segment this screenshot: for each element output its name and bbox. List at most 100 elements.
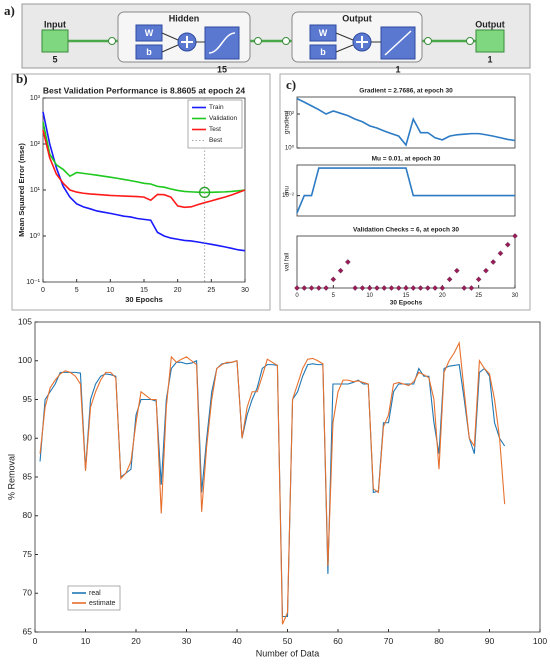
- x-axis-label: 30 Epochs: [390, 300, 423, 307]
- legend-label: real: [89, 590, 101, 597]
- legend-label: Validation: [209, 115, 237, 122]
- x-tick-label: 10: [106, 287, 114, 294]
- x-tick-label: 20: [439, 293, 446, 299]
- y-axis-label: % Removal: [6, 454, 16, 500]
- chart-title: Best Validation Performance is 8.8605 at…: [43, 85, 245, 95]
- point: [490, 259, 497, 265]
- point: [323, 285, 329, 291]
- plot-area: [34, 321, 541, 633]
- output-block: [475, 29, 505, 53]
- point: [504, 241, 511, 248]
- point: [454, 267, 460, 274]
- chart-title: Mu = 0.01, at epoch 30: [372, 156, 441, 163]
- linear-block: [380, 26, 416, 60]
- point: [301, 285, 308, 291]
- point: [374, 285, 380, 291]
- input-size: 5: [52, 54, 57, 64]
- y-tick-label: 100: [18, 355, 32, 365]
- x-tick-label: 0: [295, 293, 299, 299]
- best-point: [198, 186, 211, 199]
- y-tick-label: 85: [23, 471, 33, 481]
- y-tick-label: 10²: [30, 141, 41, 148]
- x-tick-label: 40: [232, 636, 242, 646]
- x-tick-label: 0: [33, 636, 38, 646]
- line: [42, 111, 246, 252]
- point: [359, 285, 366, 291]
- line: [296, 167, 515, 214]
- point: [337, 267, 344, 274]
- x-tick-label: 15: [403, 293, 410, 299]
- y-tick-label: 75: [23, 549, 33, 559]
- hidden-title: Hidden: [169, 13, 200, 23]
- y-tick-label: 105: [18, 316, 32, 326]
- point: [294, 285, 300, 291]
- x-tick-label: 30: [241, 287, 249, 294]
- y-axis-label: val fail: [284, 252, 291, 271]
- x-tick-label: 70: [384, 636, 394, 646]
- x-tick-label: 25: [475, 293, 482, 299]
- chart-title: Gradient = 2.7686, at epoch 30: [359, 88, 453, 95]
- legend: [67, 585, 121, 611]
- line: [42, 129, 246, 209]
- point: [388, 285, 395, 291]
- point: [308, 285, 315, 291]
- plot-area: [296, 235, 516, 289]
- x-tick-label: 80: [434, 636, 444, 646]
- sum-node: [177, 32, 197, 52]
- x-tick-label: 60: [333, 636, 343, 646]
- y-tick-label: 10²: [285, 112, 294, 118]
- weight-label: W: [145, 28, 154, 38]
- x-axis-label: Number of Data: [256, 648, 320, 658]
- y-tick-label: 10¹: [30, 187, 41, 194]
- line: [296, 97, 516, 147]
- connectors: [108, 37, 474, 45]
- input-block: [41, 29, 69, 53]
- y-tick-label: 65: [23, 626, 33, 636]
- point: [446, 276, 453, 283]
- output-size: 1: [487, 54, 492, 64]
- bias-label: b: [320, 47, 326, 57]
- hidden-arrows: [161, 32, 205, 53]
- output-arrows: [335, 32, 381, 53]
- input-label: Input: [44, 19, 66, 29]
- output-label: Output: [475, 19, 505, 29]
- legend-label: Test: [209, 126, 221, 133]
- sigmoid-block: [204, 26, 240, 60]
- weight-label: W: [319, 28, 328, 38]
- plot-area: [296, 96, 516, 149]
- x-tick-label: 10: [366, 293, 373, 299]
- y-tick-label: 10⁰: [29, 232, 40, 240]
- y-axis-label: mu: [284, 186, 291, 195]
- x-tick-label: 50: [283, 636, 293, 646]
- point: [417, 285, 424, 291]
- y-tick-label: 70: [23, 588, 33, 598]
- point: [461, 285, 467, 291]
- panel-label: a): [4, 3, 15, 18]
- x-tick-label: 30: [182, 636, 192, 646]
- x-tick-label: 20: [131, 636, 141, 646]
- legend-label: Train: [209, 104, 224, 111]
- point: [315, 285, 322, 291]
- y-tick-label: 10⁻²: [282, 193, 294, 199]
- point: [381, 285, 388, 291]
- y-tick-label: 10⁰: [285, 145, 295, 152]
- chart-title: Validation Checks = 6, at epoch 30: [353, 227, 459, 234]
- x-tick-label: 90: [485, 636, 495, 646]
- point: [395, 285, 402, 291]
- output-layer-title: Output: [342, 13, 372, 23]
- point: [497, 250, 504, 257]
- y-tick-label: 80: [23, 510, 33, 520]
- y-axis-label: gradient: [284, 111, 291, 135]
- y-tick-label: 90: [23, 433, 33, 443]
- x-tick-label: 5: [332, 293, 336, 299]
- point: [410, 285, 417, 291]
- hidden-size: 15: [217, 64, 227, 74]
- legend-label: estimate: [89, 600, 116, 607]
- point: [345, 259, 351, 265]
- point: [432, 285, 438, 291]
- x-tick-label: 100: [533, 636, 547, 646]
- x-tick-label: 10: [81, 636, 91, 646]
- point: [468, 285, 475, 291]
- y-axis-label: Mean Squared Error (mse): [17, 143, 26, 237]
